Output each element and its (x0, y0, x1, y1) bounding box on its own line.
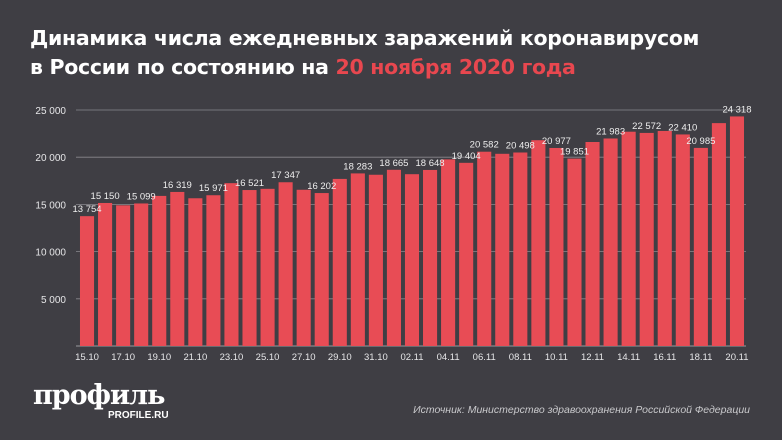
data-label: 16 521 (235, 178, 264, 189)
data-label: 19 404 (452, 151, 481, 162)
bar (314, 193, 329, 346)
data-label: 18 648 (416, 158, 445, 169)
bar (423, 169, 438, 346)
data-label: 21 983 (596, 126, 625, 137)
y-tick-label: 5 000 (41, 295, 66, 306)
bar (531, 140, 546, 346)
data-label: 22 410 (668, 122, 697, 133)
bar (585, 142, 600, 346)
data-label: 24 318 (722, 104, 751, 115)
data-label: 20 582 (470, 140, 499, 151)
chart-title: Динамика числа ежедневных заражений коро… (30, 24, 699, 82)
x-tick-label: 16.11 (653, 352, 676, 363)
bar (513, 152, 528, 346)
bar (603, 138, 618, 346)
data-label: 17 347 (271, 170, 300, 181)
bar (386, 169, 401, 346)
data-label: 15 971 (199, 183, 228, 194)
bar (693, 147, 708, 346)
bar (477, 151, 492, 346)
y-axis: 5 000 10 000 15 000 20 000 25 000 (35, 106, 66, 306)
x-tick-label: 17.10 (111, 352, 135, 363)
bar (116, 205, 131, 346)
bar (368, 174, 383, 346)
bar (711, 123, 726, 346)
x-tick-label: 04.11 (437, 352, 460, 363)
bar (98, 202, 113, 346)
x-tick-label: 23.10 (220, 352, 244, 363)
data-label: 15 150 (91, 191, 120, 202)
x-tick-label: 19.10 (147, 352, 171, 363)
logo-subtext: PROFILE.RU (108, 410, 169, 421)
profile-logo: профиль PROFILE.RU (33, 380, 169, 422)
y-tick-label: 20 000 (35, 153, 66, 164)
data-label: 19 851 (560, 147, 589, 158)
title-line-2: в России по состоянию на (30, 55, 336, 79)
x-tick-label: 10.11 (545, 352, 568, 363)
data-label: 16 319 (163, 180, 192, 191)
data-label: 18 665 (379, 158, 408, 169)
data-label: 18 283 (343, 161, 372, 172)
y-tick-label: 15 000 (35, 200, 66, 211)
bar (224, 183, 239, 346)
x-tick-label: 21.10 (183, 352, 207, 363)
bar (170, 191, 185, 346)
x-axis: 15.10 17.10 19.10 21.10 23.10 25.10 27.10 29.10… (75, 352, 748, 363)
title-date: 20 ноября 2020 года (335, 55, 576, 79)
x-tick-label: 06.11 (473, 352, 496, 363)
bars (79, 116, 745, 346)
bar (441, 159, 456, 346)
x-tick-label: 14.11 (617, 352, 640, 363)
x-tick-label: 02.11 (400, 352, 423, 363)
data-label: 13 754 (72, 204, 101, 215)
bar (404, 174, 420, 346)
source-note: Источник: Министерство здравоохранения Р… (413, 404, 750, 416)
bar (675, 134, 690, 346)
bar (278, 182, 293, 346)
bar (79, 216, 95, 346)
bar (242, 190, 257, 346)
x-tick-label: 20.11 (725, 352, 748, 363)
bar (729, 116, 745, 346)
data-labels: 13 754 15 150 15 099 16 319 15 971 16 521 17 3… (72, 104, 751, 215)
bar (260, 188, 275, 346)
bar (459, 162, 474, 346)
logo-text: профиль (33, 380, 165, 411)
bar (495, 153, 510, 346)
data-label: 20 498 (506, 140, 535, 151)
x-tick-label: 31.10 (364, 352, 388, 363)
bar (549, 147, 564, 346)
bar (567, 158, 582, 346)
x-tick-label: 29.10 (328, 352, 352, 363)
bar (296, 189, 311, 346)
x-tick-label: 15.10 (75, 352, 99, 363)
bar (188, 198, 203, 346)
data-label: 16 202 (307, 181, 336, 192)
x-tick-label: 25.10 (256, 352, 280, 363)
y-tick-label: 10 000 (35, 248, 66, 259)
bar (657, 130, 672, 346)
data-label: 15 099 (127, 191, 156, 202)
x-tick-label: 27.10 (292, 352, 316, 363)
x-tick-label: 08.11 (509, 352, 532, 363)
bar (621, 131, 636, 346)
bar (134, 203, 149, 346)
bar (350, 173, 365, 346)
x-tick-label: 18.11 (689, 352, 712, 363)
bar (639, 132, 654, 346)
title-line-1: Динамика числа ежедневных заражений коро… (30, 26, 700, 50)
bar (332, 178, 347, 346)
data-label: 20 977 (542, 136, 571, 147)
data-label: 20 985 (686, 136, 715, 147)
y-tick-label: 25 000 (35, 106, 66, 117)
x-tick-label: 12.11 (581, 352, 604, 363)
data-label: 22 572 (632, 121, 661, 132)
bar (152, 195, 167, 346)
bar (206, 195, 221, 346)
